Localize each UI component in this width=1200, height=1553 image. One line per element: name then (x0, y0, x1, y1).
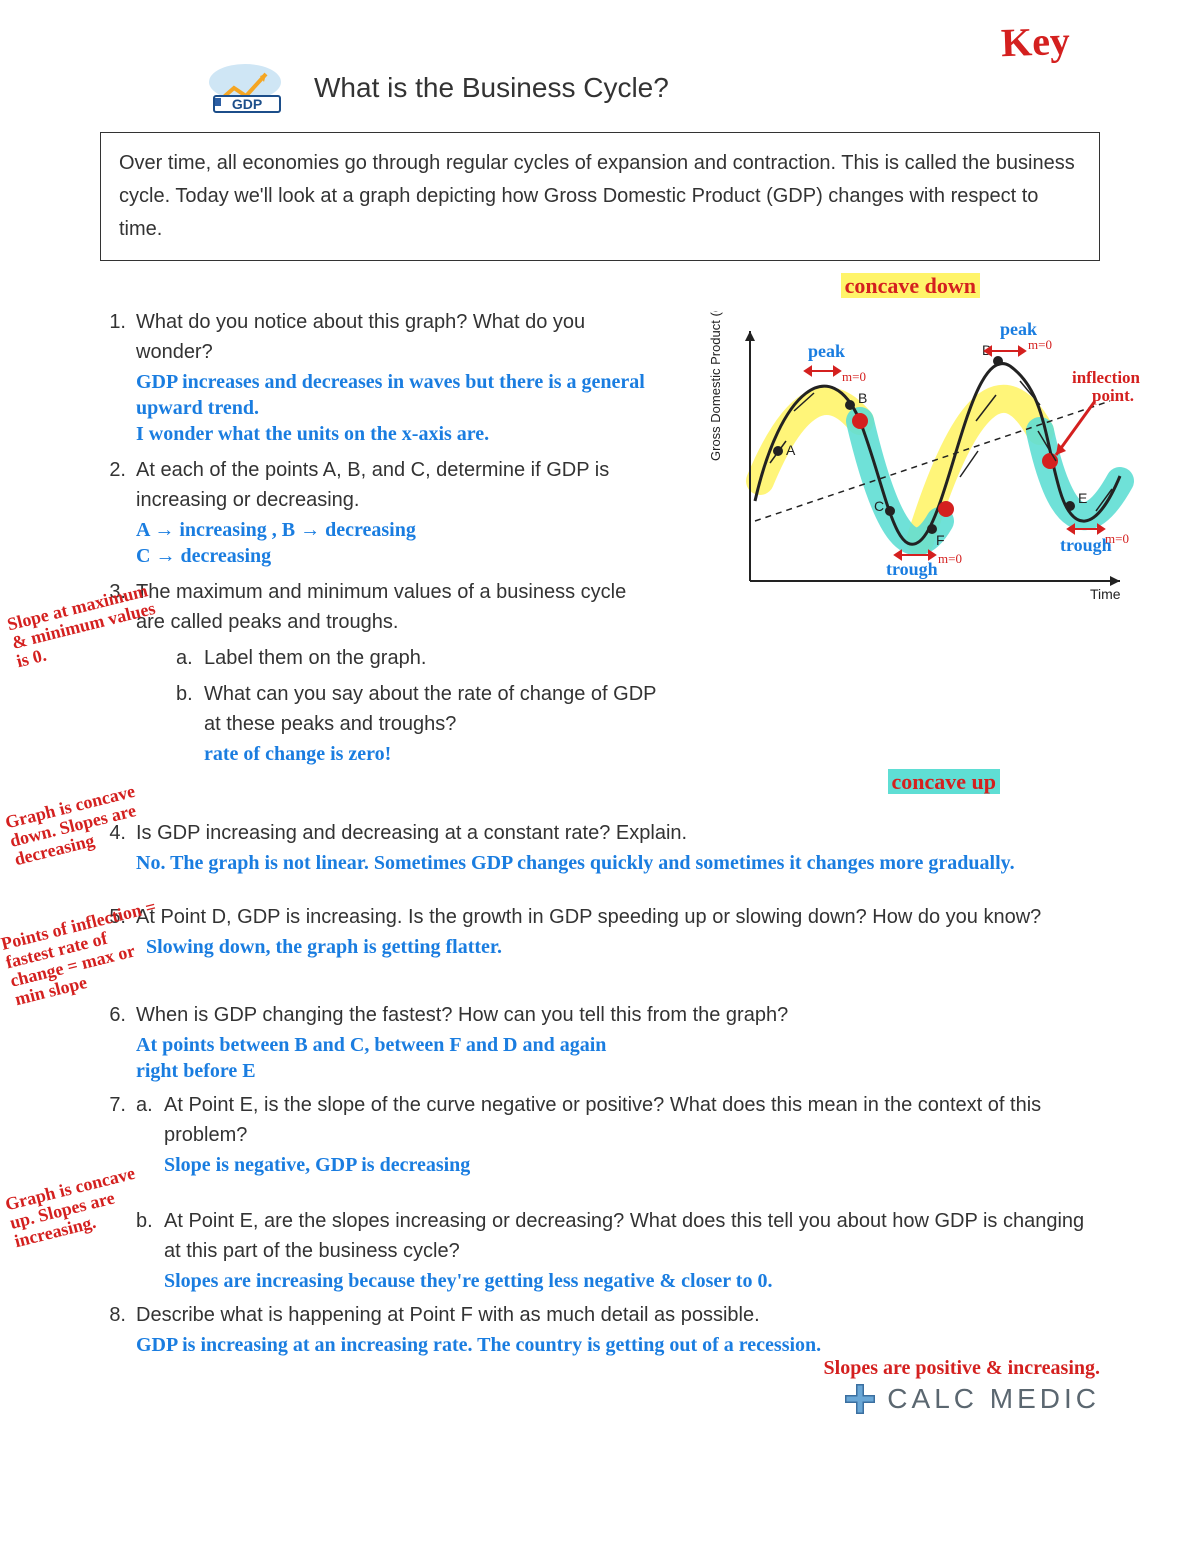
q6-answer: At points between B and C, between F and… (136, 1032, 1100, 1084)
q1: 1. What do you notice about this graph? … (100, 307, 660, 447)
q8-answer: GDP is increasing at an increasing rate.… (136, 1332, 1100, 1358)
q3b-text: What can you say about the rate of chang… (204, 683, 656, 735)
svg-text:m=0: m=0 (1028, 337, 1052, 352)
q4-answer: No. The graph is not linear. Sometimes G… (136, 850, 1100, 876)
intro-text: Over time, all economies go through regu… (100, 132, 1100, 261)
concave-down-label: concave down (100, 273, 980, 299)
q5: 5. At Point D, GDP is increasing. Is the… (100, 902, 1100, 960)
svg-text:trough: trough (1060, 535, 1112, 555)
q6-num: 6. (100, 1000, 136, 1084)
q6: 6. When is GDP changing the fastest? How… (100, 1000, 1100, 1084)
q8: 8. Describe what is happening at Point F… (100, 1300, 1100, 1380)
header: GDP What is the Business Cycle? (200, 60, 1100, 116)
svg-text:peak: peak (808, 341, 845, 361)
key-annotation: Key (1000, 17, 1071, 67)
svg-text:B: B (858, 390, 867, 406)
svg-text:trough: trough (886, 559, 938, 579)
calcmedic-icon (843, 1382, 877, 1416)
q2-num: 2. (100, 455, 136, 569)
q8-text: Describe what is happening at Point F wi… (136, 1304, 760, 1326)
q7b-text: At Point E, are the slopes increasing or… (164, 1210, 1084, 1262)
svg-text:A: A (786, 442, 796, 458)
gdp-logo: GDP (200, 60, 290, 116)
footer-text: CALC MEDIC (887, 1378, 1100, 1420)
q3a-num: a. (176, 643, 204, 673)
margin-note-inflection: Points of inflection = fastest rate of c… (0, 897, 173, 1009)
q1-num: 1. (100, 307, 136, 447)
q3b-answer: rate of change is zero! (204, 741, 660, 767)
q7a-text: At Point E, is the slope of the curve ne… (164, 1094, 1041, 1146)
svg-text:inflection: inflection (1072, 368, 1140, 387)
q1-answer: GDP increases and decreases in waves but… (136, 369, 660, 447)
svg-text:F: F (936, 532, 945, 548)
q6-text: When is GDP changing the fastest? How ca… (136, 1004, 788, 1026)
svg-text:peak: peak (1000, 319, 1037, 339)
q4: 4. Is GDP increasing and decreasing at a… (100, 818, 1100, 876)
business-cycle-graph: A B C D E F m=0 m=0 m=0 m=0 (700, 311, 1140, 611)
q3: 3. The maximum and minimum values of a b… (100, 577, 660, 767)
q8-answer-red: Slopes are positive & increasing. (136, 1356, 1100, 1380)
q5-answer: Slowing down, the graph is getting flatt… (146, 934, 1100, 960)
q7a-answer: Slope is negative, GDP is decreasing (164, 1152, 1100, 1178)
q4-text: Is GDP increasing and decreasing at a co… (136, 822, 687, 844)
svg-text:point.: point. (1092, 386, 1134, 405)
q7b-answer: Slopes are increasing because they're ge… (164, 1268, 1100, 1294)
svg-text:Time: Time (1090, 586, 1121, 602)
svg-text:E: E (1078, 490, 1087, 506)
svg-text:Gross Domestic Product (GDP): Gross Domestic Product (GDP) (708, 311, 723, 461)
q2: 2. At each of the points A, B, and C, de… (100, 455, 660, 569)
q3-text: The maximum and minimum values of a busi… (136, 581, 626, 633)
svg-text:m=0: m=0 (842, 369, 866, 384)
q3a-text: Label them on the graph. (204, 643, 426, 673)
concave-up-label: concave up (100, 769, 1000, 795)
svg-text:C: C (874, 498, 884, 514)
svg-text:GDP: GDP (232, 96, 262, 112)
q3b-num: b. (176, 679, 204, 767)
q2-text: At each of the points A, B, and C, deter… (136, 459, 609, 511)
footer-brand: CALC MEDIC (843, 1378, 1100, 1420)
q1-text: What do you notice about this graph? Wha… (136, 311, 585, 363)
body: A B C D E F m=0 m=0 m=0 m=0 (100, 307, 1100, 1379)
svg-text:m=0: m=0 (938, 551, 962, 566)
q7: 7. a. At Point E, is the slope of the cu… (100, 1090, 1100, 1294)
q5-text: At Point D, GDP is increasing. Is the gr… (136, 906, 1041, 928)
q2-answer: A → increasing , B → decreasing C → decr… (136, 517, 660, 569)
page-title: What is the Business Cycle? (314, 67, 669, 109)
q8-num: 8. (100, 1300, 136, 1380)
